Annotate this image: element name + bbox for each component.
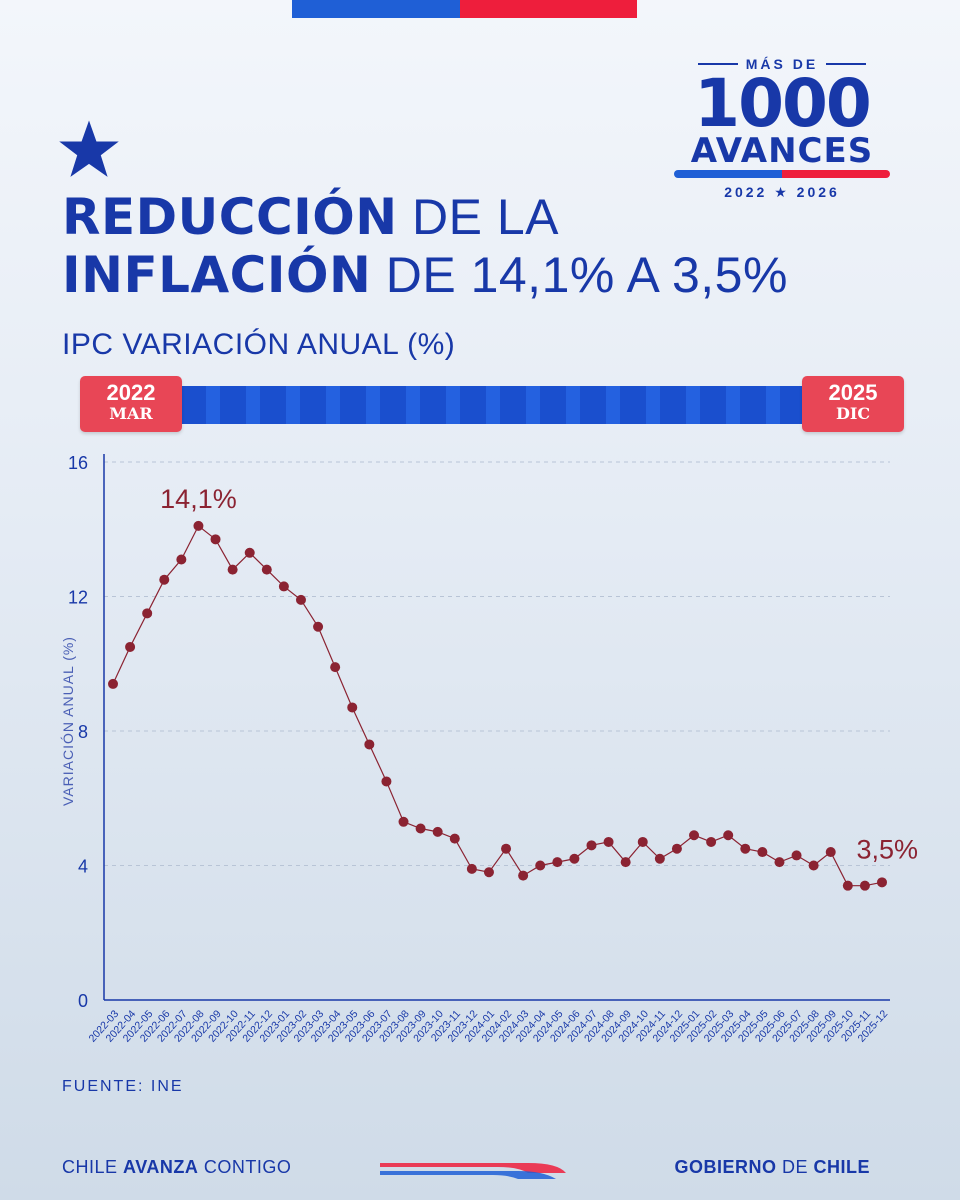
data-point [586, 840, 597, 851]
data-point [518, 870, 529, 881]
data-point [227, 564, 238, 575]
data-point [244, 547, 255, 558]
logo-stripes [674, 170, 890, 178]
data-point [706, 836, 717, 847]
timeline-bar: 2022 MAR 2025 DIC [80, 376, 904, 434]
data-point [159, 574, 170, 585]
data-point [449, 833, 460, 844]
data-label: 14,1% [160, 484, 237, 514]
y-axis-label: VARIACIÓN ANUAL (%) [60, 636, 76, 806]
footer-slogan-part-1: CHILE [62, 1157, 124, 1177]
data-point [364, 739, 375, 750]
data-point [552, 857, 563, 868]
data-point [347, 702, 358, 713]
footer-gov-part-2: CHILE [807, 1157, 870, 1177]
data-point [432, 826, 443, 837]
data-point [313, 621, 324, 632]
timeline-end-year: 2025 [828, 380, 878, 405]
flag-stripe [292, 0, 637, 18]
y-tick-label: 12 [68, 588, 88, 608]
timeline-start-year: 2022 [106, 380, 156, 405]
timeline-end-month: DIC [835, 404, 871, 423]
data-point [278, 581, 289, 592]
data-point [142, 608, 153, 619]
data-point [637, 836, 648, 847]
data-point [569, 853, 580, 864]
data-point [108, 678, 118, 689]
timeline-start-month: MAR [109, 404, 153, 423]
logo-top-text: MÁS DE [745, 56, 819, 72]
data-point [466, 863, 477, 874]
data-point [654, 853, 665, 864]
timeline-track [140, 386, 844, 424]
data-point [757, 847, 768, 858]
star-icon [59, 120, 119, 177]
y-tick-label: 8 [78, 722, 88, 742]
data-point [603, 836, 614, 847]
title-bold-2: INFLACIÓN [62, 246, 372, 304]
logo-years: 2022 ★ 2026 [724, 184, 840, 200]
data-point [859, 880, 870, 891]
source-note: FUENTE: INE [62, 1078, 184, 1095]
data-point [689, 830, 700, 841]
y-tick-label: 16 [68, 453, 88, 473]
data-point [791, 850, 802, 861]
chart-subtitle: IPC VARIACIÓN ANUAL (%) [62, 328, 456, 361]
logo-1000-avances: MÁS DE 1000 AVANCES 2022 ★ 2026 [668, 56, 896, 206]
data-point [193, 520, 204, 531]
data-point [620, 857, 631, 868]
data-point [295, 594, 306, 605]
y-tick-label: 0 [78, 991, 88, 1011]
data-point [723, 830, 734, 841]
logo-word: AVANCES [690, 131, 874, 171]
data-point [330, 662, 341, 673]
data-point [535, 860, 546, 871]
title-light-1: DE LA [412, 189, 560, 245]
data-point [483, 867, 494, 878]
footer-slogan: CHILE AVANZA CONTIGO [62, 1157, 291, 1178]
timeline-end-badge: 2025 DIC [802, 376, 904, 432]
series-line [112, 524, 883, 887]
data-point [825, 847, 836, 858]
data-point [261, 564, 272, 575]
data-point [415, 823, 426, 834]
data-point [740, 843, 751, 854]
title-bold-1: REDUCCIÓN [62, 188, 398, 246]
data-point [125, 641, 136, 652]
data-point [398, 816, 409, 827]
logo-number: 1000 [694, 65, 872, 142]
flag-stripe-blue [292, 0, 460, 18]
data-point [842, 880, 853, 891]
data-point [877, 877, 887, 888]
title-light-2: DE 14,1% A 3,5% [385, 247, 788, 303]
flag-stripe-red [460, 0, 637, 18]
data-point [176, 554, 187, 565]
data-point [671, 843, 682, 854]
data-point [774, 857, 785, 868]
page-title: REDUCCIÓN DE LA INFLACIÓN DE 14,1% A 3,5… [62, 188, 788, 304]
footer-gov-part-1: GOBIERNO [674, 1157, 782, 1177]
data-point [381, 776, 392, 787]
data-label: 3,5% [856, 834, 918, 864]
timeline-start-badge: 2022 MAR [80, 376, 182, 432]
data-point [501, 843, 512, 854]
footer-stripes-mark [380, 1163, 566, 1179]
footer-slogan-bold: AVANZA [123, 1157, 199, 1177]
data-point [210, 534, 221, 545]
data-point [808, 860, 819, 871]
footer-gov-light: DE [781, 1157, 808, 1177]
y-tick-label: 4 [78, 857, 88, 877]
footer-government: GOBIERNO DE CHILE [674, 1157, 870, 1178]
footer-slogan-part-2: CONTIGO [198, 1157, 292, 1177]
